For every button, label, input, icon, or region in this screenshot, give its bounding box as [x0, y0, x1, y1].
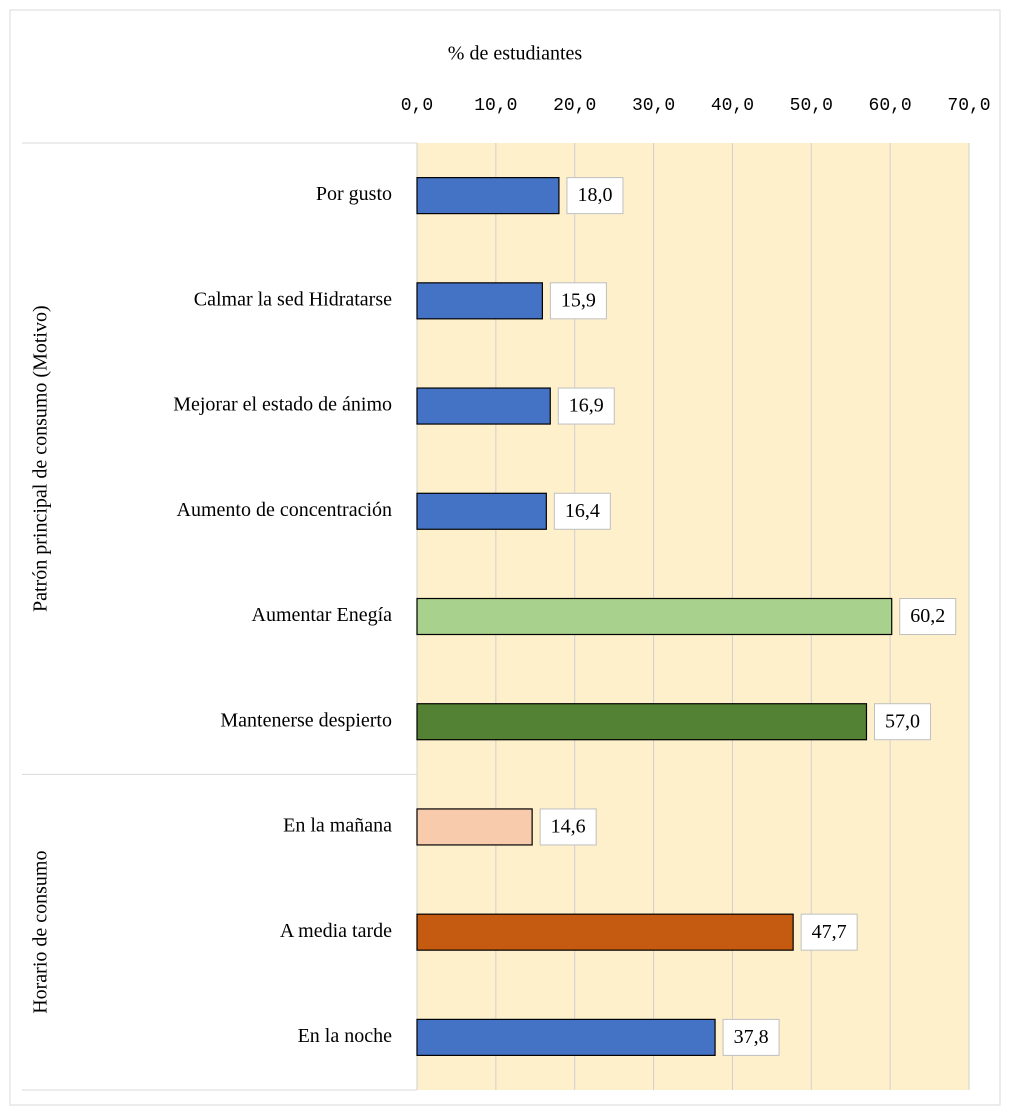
value-label: 57,0 — [885, 710, 920, 732]
value-label-box — [722, 1018, 780, 1056]
value-label: 18,0 — [577, 184, 612, 206]
value-label-box — [873, 703, 931, 741]
value-label-box — [800, 913, 858, 951]
category-label: Mantenerse despierto — [220, 709, 392, 731]
category-label: Aumentar Enegía — [252, 604, 393, 626]
bar — [416, 492, 547, 530]
bar — [416, 1018, 716, 1056]
bar — [416, 703, 868, 741]
value-label-box — [899, 598, 957, 635]
value-label-box — [539, 808, 597, 846]
value-label-box — [549, 282, 607, 320]
value-label: 16,9 — [569, 395, 604, 417]
value-label: 16,4 — [565, 500, 600, 522]
value-label-box — [557, 387, 615, 425]
category-label: Por gusto — [316, 183, 392, 205]
x-tick-label: 50,0 — [790, 96, 833, 116]
bar — [416, 808, 533, 846]
bar — [416, 913, 794, 951]
bar — [416, 597, 893, 636]
bar — [416, 387, 551, 425]
x-tick-label: 10,0 — [474, 96, 517, 116]
x-tick-label: 40,0 — [711, 96, 754, 116]
category-label: En la noche — [298, 1025, 393, 1047]
group-label: Patrón principal de consumo (Motivo) — [30, 305, 52, 612]
x-tick-label: 60,0 — [869, 96, 912, 116]
axis-title: % de estudiantes — [448, 43, 583, 65]
category-label: A media tarde — [280, 920, 392, 942]
x-tick-label: 0,0 — [401, 96, 433, 116]
x-tick-label: 30,0 — [632, 96, 675, 116]
bar — [416, 282, 543, 320]
value-label: 60,2 — [910, 605, 945, 627]
x-tick-label: 70,0 — [947, 96, 990, 116]
bar — [416, 177, 560, 215]
category-label: Calmar la sed Hidratarse — [194, 288, 392, 310]
group-label: Horario de consumo — [30, 851, 52, 1014]
value-label: 15,9 — [561, 289, 596, 311]
value-label-box — [553, 492, 611, 530]
category-label: Mejorar el estado de ánimo — [173, 394, 392, 416]
value-label: 47,7 — [812, 921, 847, 943]
value-label: 14,6 — [551, 816, 586, 838]
value-label: 37,8 — [734, 1026, 769, 1048]
value-label-box — [566, 177, 624, 215]
category-label: Aumento de concentración — [177, 499, 392, 521]
x-tick-label: 20,0 — [553, 96, 596, 116]
category-label: En la mañana — [283, 815, 392, 837]
